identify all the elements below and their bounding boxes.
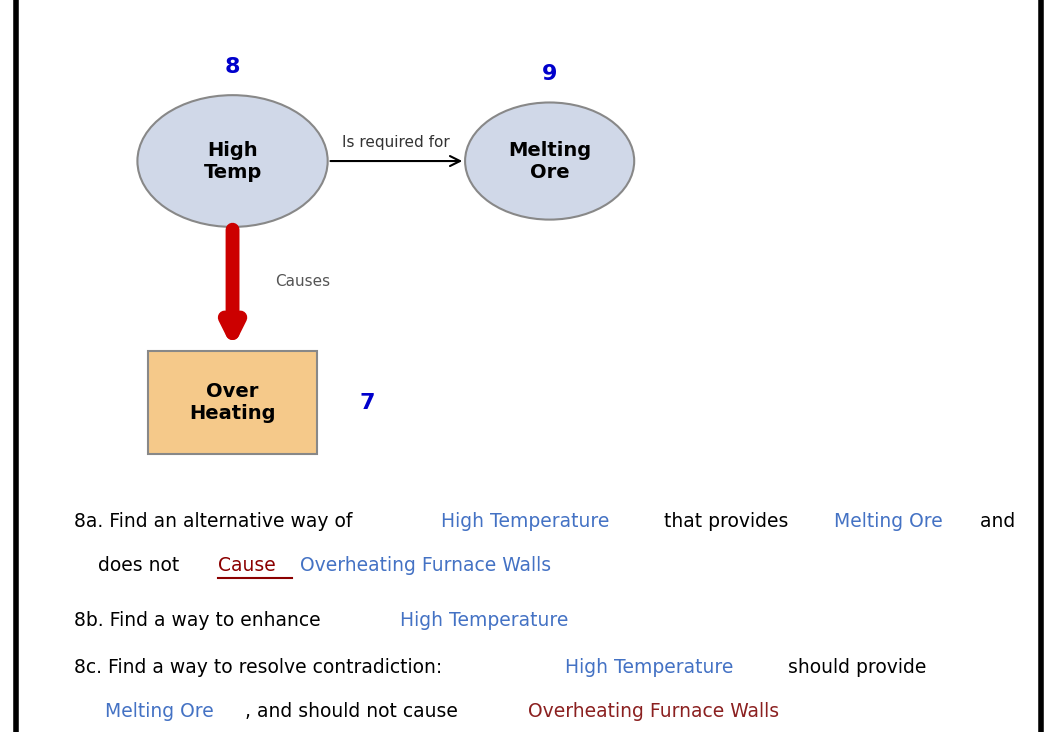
Text: 8c. Find a way to resolve contradiction:: 8c. Find a way to resolve contradiction: (74, 658, 455, 677)
Text: 8b. Find a way to enhance: 8b. Find a way to enhance (74, 610, 327, 630)
Text: Melting Ore: Melting Ore (834, 512, 943, 531)
Text: High Temperature: High Temperature (564, 658, 733, 677)
Text: High
Temp: High Temp (203, 141, 262, 182)
Text: , and should not cause: , and should not cause (245, 702, 464, 721)
Circle shape (137, 95, 328, 227)
Text: Melting Ore: Melting Ore (105, 702, 214, 721)
Text: 8a. Find an alternative way of: 8a. Find an alternative way of (74, 512, 358, 531)
Text: that provides: that provides (659, 512, 795, 531)
Text: Causes: Causes (275, 274, 330, 289)
Text: Over
Heating: Over Heating (189, 382, 276, 423)
Text: and: and (975, 512, 1016, 531)
Text: does not: does not (74, 556, 185, 575)
Text: should provide: should provide (782, 658, 926, 677)
Text: High Temperature: High Temperature (400, 610, 569, 630)
FancyBboxPatch shape (148, 351, 317, 454)
Text: Is required for: Is required for (342, 135, 450, 150)
Circle shape (465, 102, 634, 220)
Text: Overheating Furnace Walls: Overheating Furnace Walls (527, 702, 779, 721)
Text: Overheating Furnace Walls: Overheating Furnace Walls (300, 556, 551, 575)
Text: 7: 7 (359, 392, 375, 413)
Text: 8: 8 (225, 57, 240, 77)
Text: High Temperature: High Temperature (441, 512, 609, 531)
Text: 9: 9 (542, 64, 557, 84)
Text: Cause: Cause (218, 556, 275, 575)
Text: Melting
Ore: Melting Ore (508, 141, 591, 182)
